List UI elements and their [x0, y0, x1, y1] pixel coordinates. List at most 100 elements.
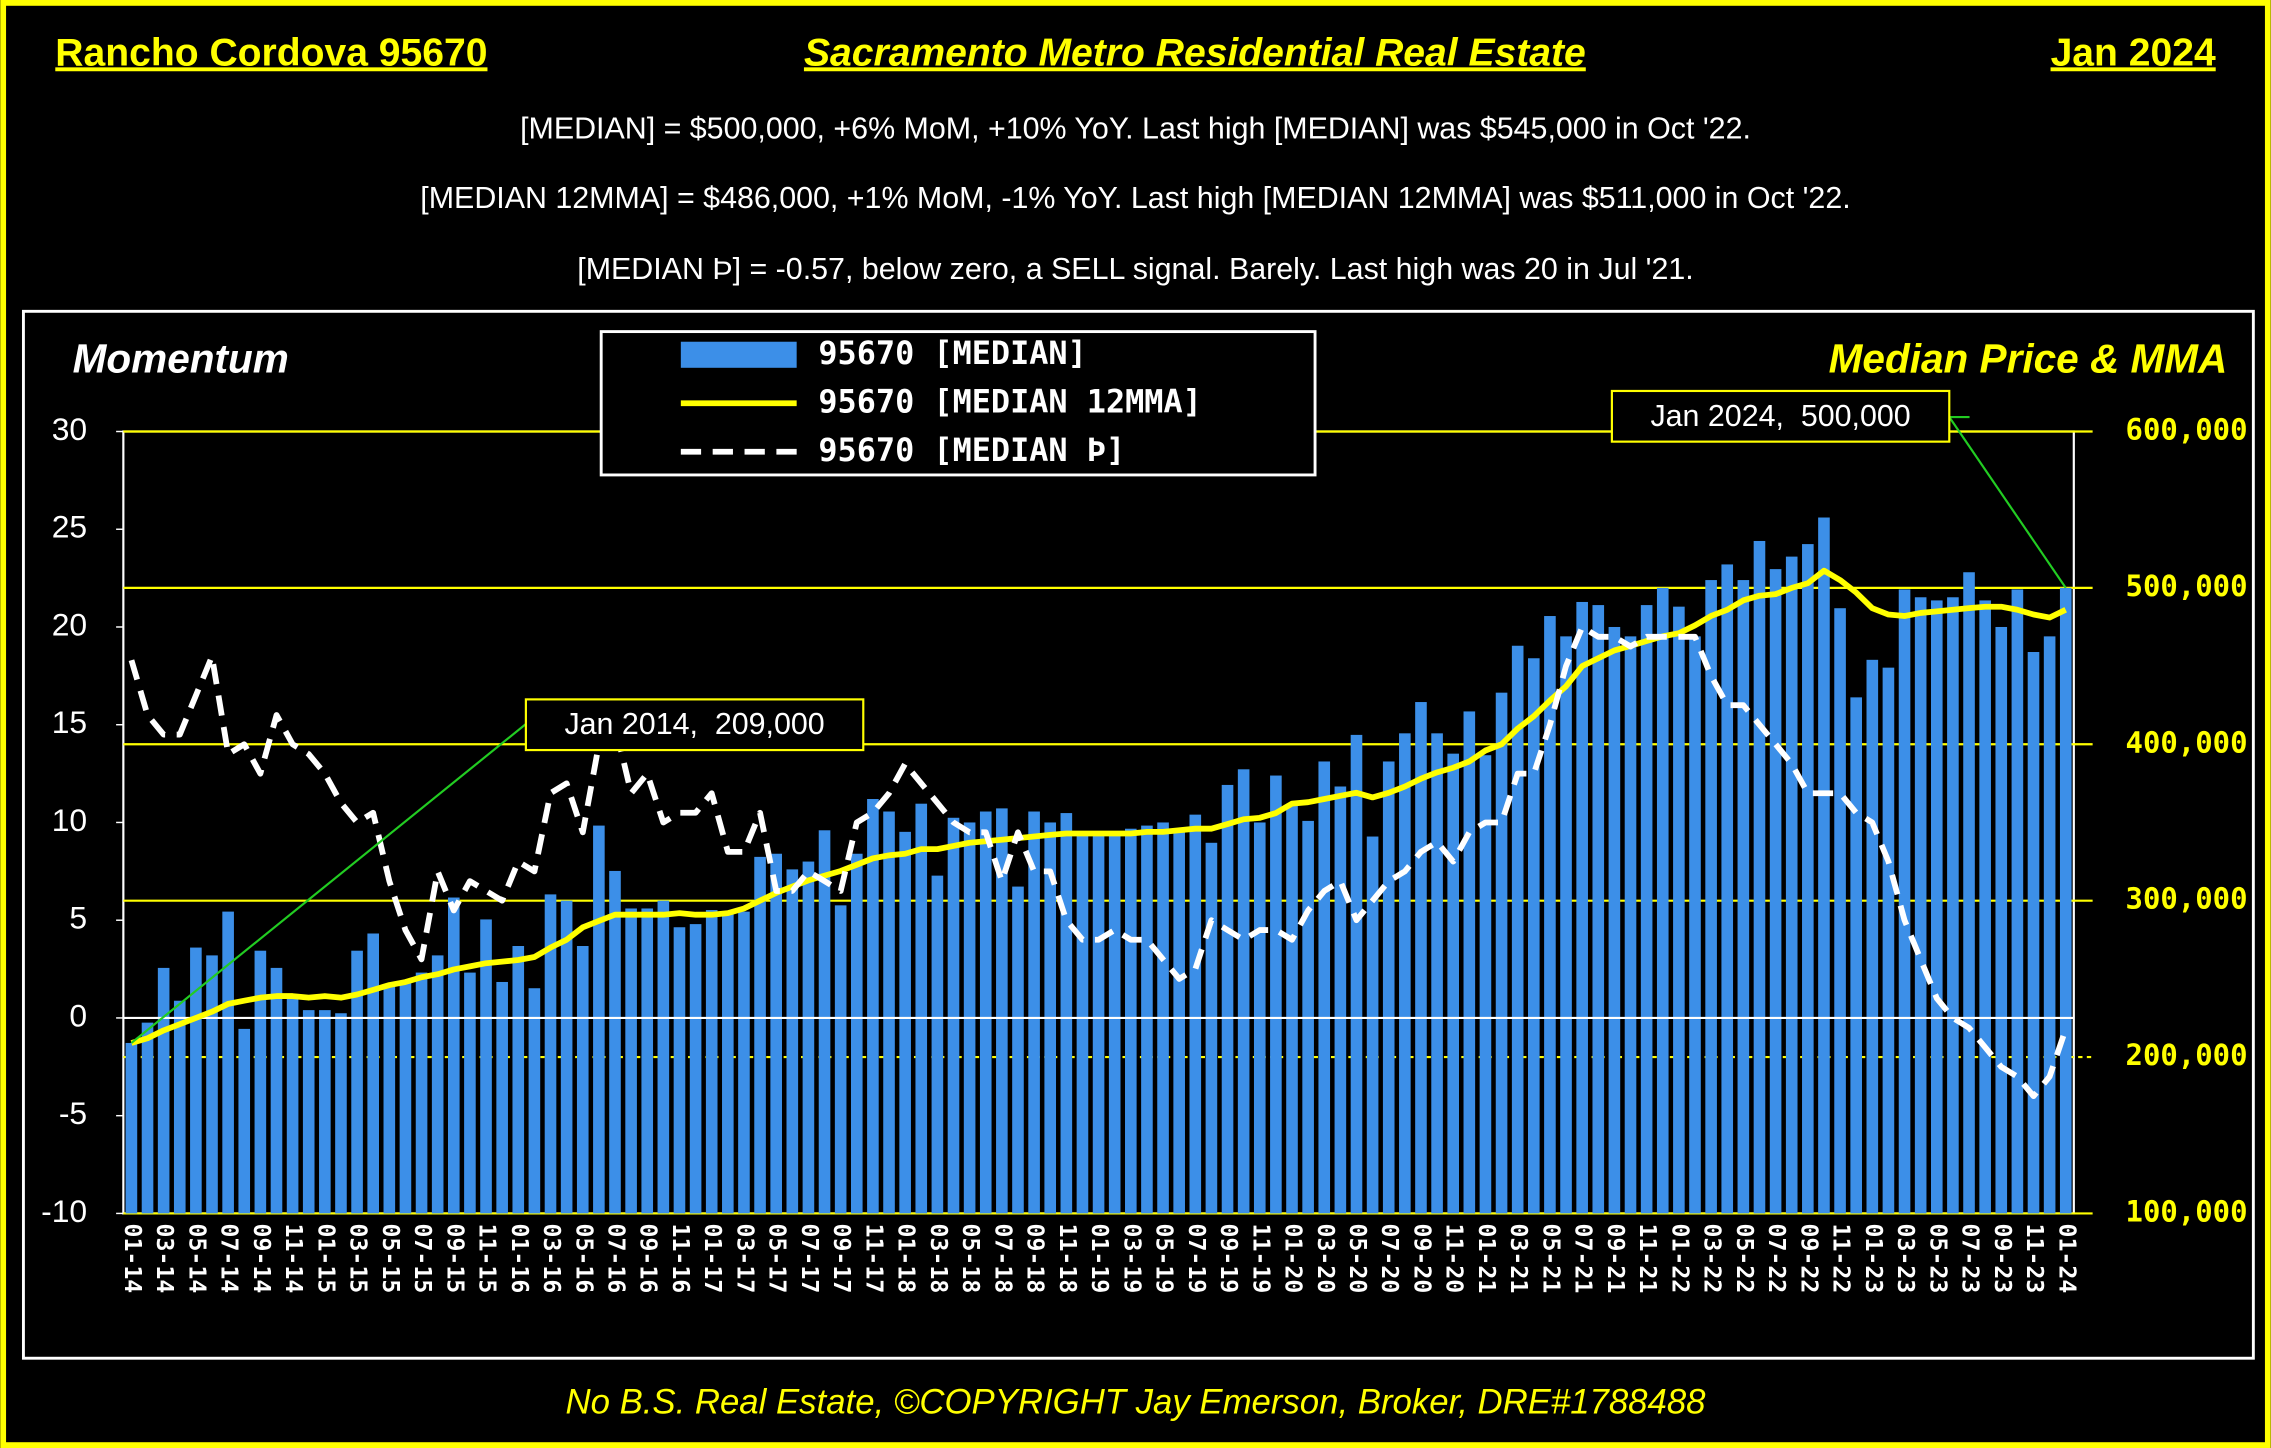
bar: [319, 1010, 331, 1214]
x-tick-label: 03-22: [1699, 1224, 1725, 1294]
bar: [2011, 589, 2024, 1214]
bar: [754, 856, 766, 1214]
bar: [1560, 636, 1572, 1214]
bar: [1640, 605, 1653, 1214]
x-tick-label: 01-15: [312, 1224, 338, 1294]
bar: [1221, 784, 1234, 1214]
bar: [1624, 636, 1637, 1214]
legend-swatch: [680, 341, 797, 368]
x-tick-label: 11-22: [1828, 1224, 1854, 1294]
bar: [190, 947, 202, 1214]
x-tick-label: 01-23: [1860, 1224, 1886, 1294]
bar: [1785, 556, 1798, 1214]
x-tick-label: 07-17: [796, 1224, 822, 1294]
bar: [125, 1042, 138, 1214]
x-tick-label: 03-21: [1505, 1224, 1531, 1294]
bar: [1511, 645, 1524, 1214]
x-tick-label: 05-16: [570, 1224, 596, 1294]
bar: [1382, 761, 1395, 1214]
bar: [1431, 733, 1443, 1214]
x-tick-label: 03-18: [925, 1224, 951, 1294]
bar: [931, 875, 944, 1214]
momentum-line: [128, 624, 2069, 1100]
bar: [399, 981, 412, 1214]
y-tick-label: -5: [59, 1095, 87, 1131]
bar: [351, 950, 363, 1214]
x-tick-label: 01-19: [1086, 1224, 1112, 1294]
x-tick-label: 09-22: [1795, 1224, 1821, 1294]
legend: 95670 [MEDIAN] 95670 [MEDIAN 12MMA] 95670 …: [599, 330, 1317, 477]
bar: [883, 811, 895, 1214]
x-tick-label: 11-23: [2021, 1224, 2047, 1294]
bar: [1189, 814, 1202, 1214]
y2-tick-label: 600,000: [2126, 413, 2248, 447]
y-tick-label: 15: [52, 704, 87, 740]
bar: [1866, 659, 1879, 1214]
x-tick-label: 03-19: [1118, 1224, 1144, 1294]
x-tick-label: 09-23: [1989, 1224, 2015, 1294]
bar: [770, 853, 782, 1214]
y-tick-label: 0: [69, 997, 87, 1033]
bar: [1721, 564, 1734, 1214]
bar: [173, 1000, 186, 1214]
bar: [867, 799, 879, 1214]
bar: [238, 1028, 251, 1214]
x-tick-label: 01-16: [506, 1224, 532, 1294]
bar: [576, 946, 589, 1214]
bar: [544, 894, 557, 1214]
legend-label: 95670 [MEDIAN]: [818, 334, 1086, 372]
x-tick-label: 05-19: [1151, 1224, 1177, 1294]
bar: [1318, 761, 1331, 1214]
x-tick-label: 09-17: [828, 1224, 854, 1294]
bar: [431, 955, 444, 1214]
x-tick-label: 01-21: [1473, 1224, 1499, 1294]
annotation: Jan 2014, 209,000: [564, 707, 824, 741]
x-tick-label: 03-20: [1312, 1224, 1338, 1294]
x-tick-label: 09-14: [248, 1224, 274, 1294]
bar: [480, 919, 492, 1214]
subtitle: [MEDIAN 12MMA] = $486,000, +1% MoM, -1% …: [420, 181, 1850, 215]
annotation-box: [1610, 389, 1951, 443]
y2-tick-label: 200,000: [2126, 1038, 2248, 1072]
y2-tick-label: 100,000: [2126, 1194, 2248, 1228]
bar: [609, 870, 621, 1214]
x-tick-label: 01-18: [893, 1224, 919, 1294]
bar: [979, 811, 992, 1214]
x-tick-label: 07-23: [1957, 1224, 1983, 1294]
y-tick-label: 30: [52, 411, 87, 447]
bar: [1979, 600, 1991, 1214]
bar: [1334, 786, 1347, 1214]
legend-label: 95670 [MEDIAN Þ]: [818, 431, 1125, 469]
bar: [1818, 517, 1830, 1214]
bar: [834, 905, 847, 1214]
x-tick-label: 09-21: [1602, 1224, 1628, 1294]
x-tick-label: 01-14: [119, 1224, 145, 1294]
x-tick-label: 11-19: [1247, 1224, 1273, 1294]
header-left: Rancho Cordova 95670: [55, 31, 487, 74]
bar: [899, 831, 911, 1214]
x-tick-label: 05-14: [183, 1224, 209, 1294]
bar: [270, 967, 283, 1214]
bar: [786, 869, 799, 1214]
bar: [2027, 652, 2040, 1214]
bar: [1270, 775, 1282, 1214]
bar: [850, 853, 863, 1214]
x-tick-label: 07-21: [1570, 1224, 1596, 1294]
bar: [625, 908, 637, 1214]
bar: [157, 967, 170, 1214]
bar: [1544, 616, 1556, 1214]
y2-tick-label: 500,000: [2126, 569, 2248, 603]
bar: [1060, 813, 1073, 1214]
x-tick-label: 05-17: [764, 1224, 790, 1294]
y-axis-label: Momentum: [73, 336, 289, 382]
bar: [1656, 587, 1669, 1214]
bar: [2059, 587, 2072, 1214]
x-tick-label: 07-19: [1183, 1224, 1209, 1294]
x-tick-label: 05-21: [1537, 1224, 1563, 1294]
x-tick-label: 01-24: [2053, 1224, 2079, 1294]
bar: [1608, 626, 1621, 1214]
bar: [1205, 842, 1218, 1214]
bar: [335, 1013, 347, 1214]
bar: [802, 861, 815, 1214]
y-tick-label: 25: [52, 509, 87, 545]
